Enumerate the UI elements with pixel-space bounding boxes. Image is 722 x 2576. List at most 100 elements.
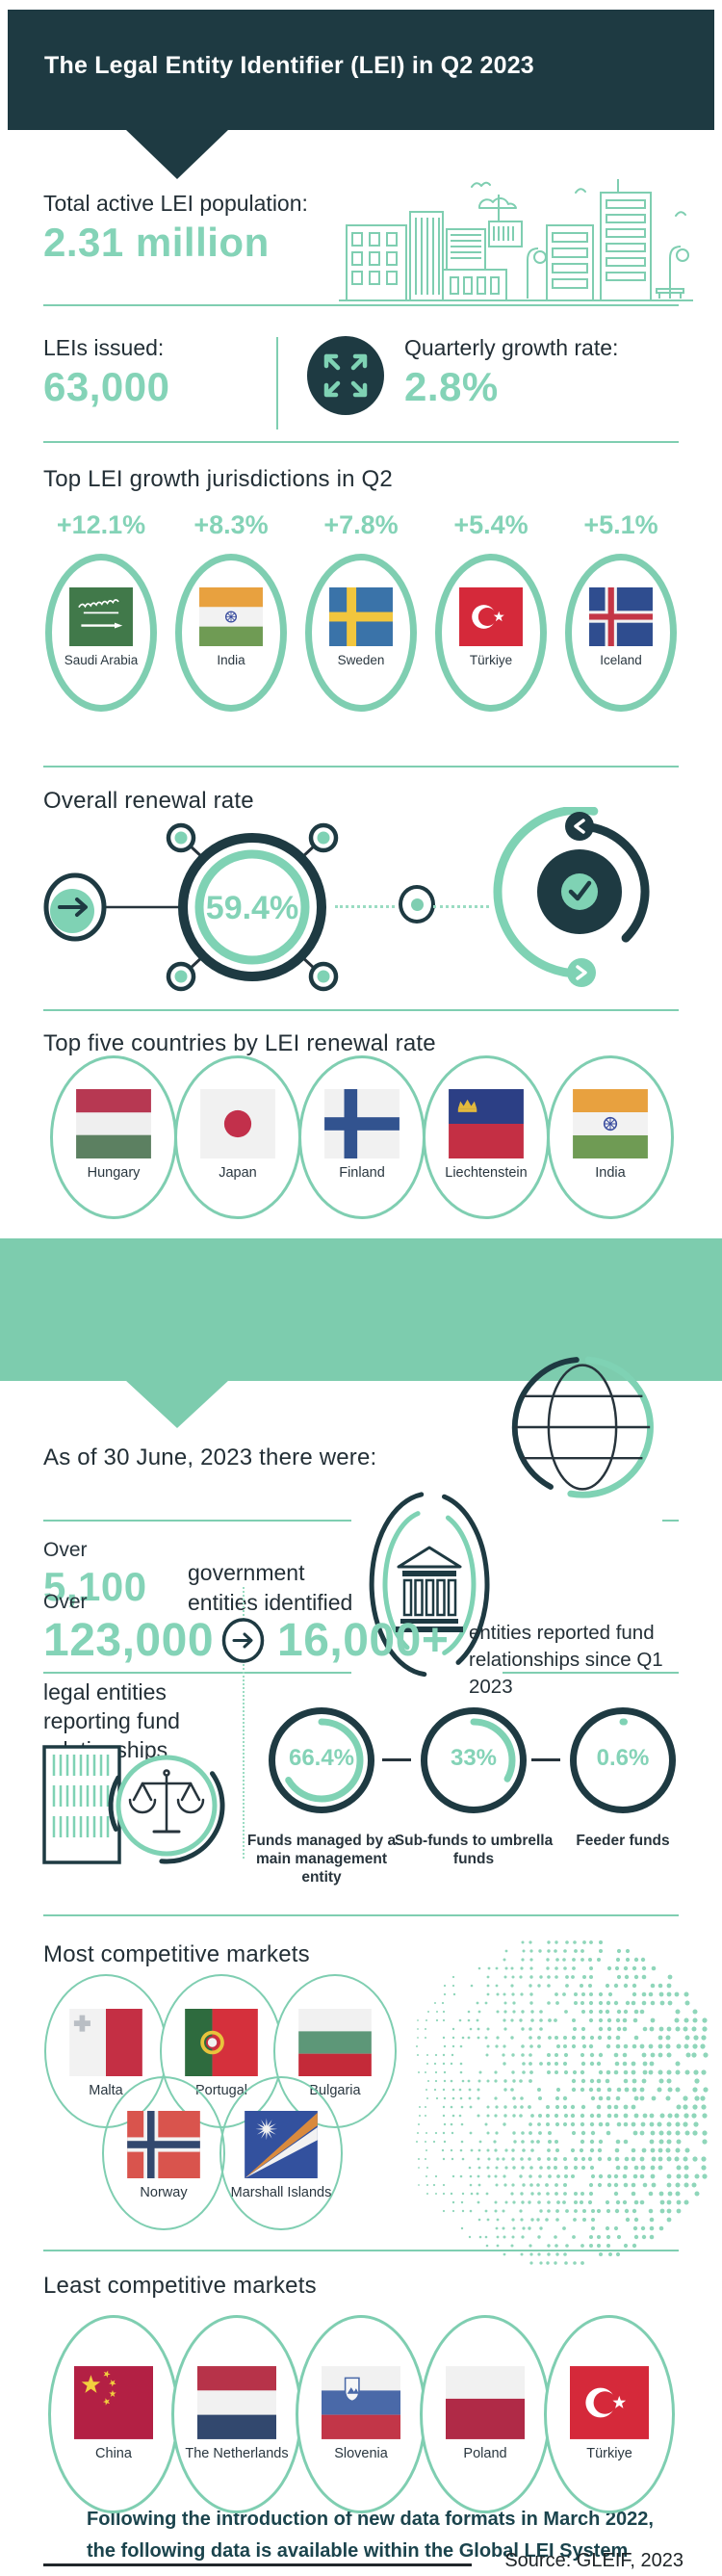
flag-ring: Hungary <box>50 1055 177 1219</box>
japan-flag <box>200 1089 275 1158</box>
vertical-divider <box>276 337 278 429</box>
gauge-label: Feeder funds <box>576 1833 670 1849</box>
dotted-connector <box>335 905 395 908</box>
growth-pct: +5.4% <box>453 510 529 539</box>
flag-label: Saudi Arabia <box>64 653 139 667</box>
flag-ring: Iceland <box>565 554 677 712</box>
portugal-flag <box>185 2009 258 2076</box>
arrow-right-icon <box>221 1618 265 1668</box>
renewal-rate-value: 59.4% <box>205 890 299 926</box>
globe-icon <box>507 1350 658 1509</box>
connector-node <box>399 885 435 924</box>
flag-label: Liechtenstein <box>445 1165 528 1181</box>
finland-flag <box>324 1089 400 1158</box>
bulgaria-flag <box>298 2009 372 2076</box>
flag-label: Marshall Islands <box>230 2185 332 2200</box>
iceland-flag <box>589 587 653 646</box>
issued-value: 63,000 <box>43 364 170 409</box>
renewal-heading: Overall renewal rate <box>43 788 254 814</box>
funds-reported-label: entities reported fund relationships sin… <box>469 1622 663 1698</box>
dotted-divider <box>243 1587 245 1859</box>
divider <box>503 1672 679 1674</box>
most-competitive-heading: Most competitive markets <box>43 1941 310 1967</box>
header-tail <box>125 129 229 179</box>
city-skyline-illustration <box>339 175 693 307</box>
divider <box>43 1520 351 1522</box>
top-renewal-heading: Top five countries by LEI renewal rate <box>43 1030 436 1056</box>
hungary-flag <box>76 1089 151 1158</box>
poland-flag <box>446 2366 525 2439</box>
flag-label: Iceland <box>600 653 642 667</box>
dotted-connector <box>433 905 489 908</box>
flag-label: Türkiye <box>586 2446 632 2461</box>
flag-label: India <box>217 653 245 667</box>
flag-label: The Netherlands <box>185 2446 289 2461</box>
divider <box>43 1672 351 1674</box>
turkiye-flag <box>459 587 523 646</box>
gauge-pct: 0.6% <box>596 1745 650 1771</box>
dotted-globe <box>414 1928 712 2318</box>
gauge-sub-funds <box>416 1703 531 1818</box>
flag-ring: China <box>48 2315 179 2513</box>
turkiye-flag <box>570 2366 649 2439</box>
growth-rate-value: 2.8% <box>404 364 499 409</box>
gauge-connector <box>531 1758 560 1761</box>
flag-ring: Saudi Arabia <box>45 554 157 712</box>
gauge-label: Funds managed by a main management entit… <box>246 1833 397 1886</box>
population-value: 2.31 million <box>43 220 270 265</box>
gauge-pct: 33% <box>450 1745 498 1771</box>
gauge-funds-managed <box>264 1703 379 1818</box>
liechtenstein-flag <box>449 1089 524 1158</box>
renewal-gauge-illustration <box>39 820 404 999</box>
flag-ring: Poland <box>420 2315 551 2513</box>
divider <box>43 441 679 443</box>
flag-ring: Liechtenstein <box>423 1055 550 1219</box>
banner: Following the introduction of new data f… <box>0 1238 722 2562</box>
source-credit: Source: GLEIF, 2023 <box>504 2550 683 2571</box>
saudi-arabia-flag <box>69 587 133 646</box>
least-competitive-heading: Least competitive markets <box>43 2273 317 2299</box>
flag-ring: India <box>547 1055 674 1219</box>
flag-ring: The Netherlands <box>171 2315 302 2513</box>
growth-pct: +12.1% <box>56 510 146 539</box>
growth-jurisdictions-heading: Top LEI growth jurisdictions in Q2 <box>43 466 393 492</box>
flag-ring: Türkiye <box>435 554 547 712</box>
flag-label: Norway <box>140 2185 188 2200</box>
document-scales-icon <box>39 1745 231 1875</box>
banner-line1: Following the introduction of new data f… <box>87 2509 654 2530</box>
banner-line2: the following data is available within t… <box>87 2540 629 2562</box>
flag-label: Finland <box>339 1165 385 1181</box>
gov-label: government entities identified <box>188 1560 353 1615</box>
header-band: The Legal Entity Identifier (LEI) in Q2 … <box>8 10 714 130</box>
india-flag <box>573 1089 648 1158</box>
divider <box>43 304 679 306</box>
flag-label: Malta <box>89 2083 123 2098</box>
gauge-pct: 66.4% <box>288 1745 355 1771</box>
flag-label: India <box>595 1165 626 1181</box>
issued-label: LEIs issued: <box>43 335 165 360</box>
gov-over-label: Over <box>43 1539 88 1561</box>
banner-text: Following the introduction of new data f… <box>87 2504 703 2567</box>
gauge-label: Sub-funds to umbrella funds <box>394 1833 554 1867</box>
flag-ring: Türkiye <box>544 2315 675 2513</box>
sweden-flag <box>329 587 393 646</box>
india-flag <box>199 587 263 646</box>
flag-label: Bulgaria <box>309 2083 361 2098</box>
footer-line <box>43 2563 472 2566</box>
government-building-icon <box>364 1488 495 1685</box>
divider <box>43 766 679 768</box>
netherlands-flag <box>197 2366 276 2439</box>
flag-label: Türkiye <box>469 653 513 667</box>
gauge-connector <box>382 1758 411 1761</box>
growth-rate-label: Quarterly growth rate: <box>404 335 619 360</box>
growth-pct: +8.3% <box>193 510 269 539</box>
divider <box>43 1914 679 1916</box>
china-flag <box>74 2366 153 2439</box>
flag-ring: Slovenia <box>296 2315 426 2513</box>
flag-label: Sweden <box>337 653 385 667</box>
flag-label: China <box>95 2446 132 2461</box>
flag-label: Slovenia <box>334 2446 388 2461</box>
flag-ring: Norway <box>102 2076 225 2230</box>
malta-flag <box>69 2009 142 2076</box>
